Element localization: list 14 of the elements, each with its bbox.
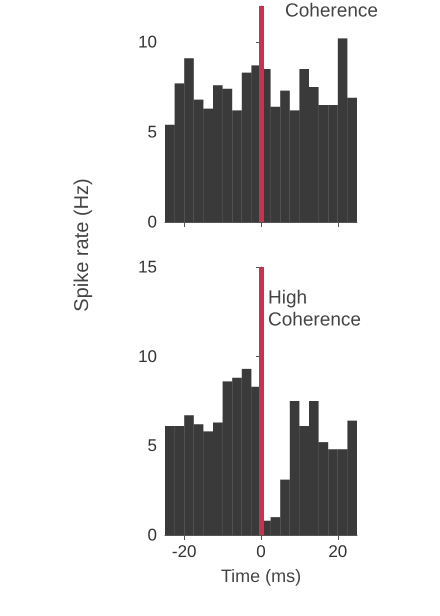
x-tick-label: 20 <box>328 542 348 561</box>
y-tick-label: 10 <box>138 346 157 366</box>
annotation: Coherence <box>285 0 378 22</box>
annotation: High Coherence <box>268 288 361 330</box>
y-tick-label: 0 <box>148 526 157 544</box>
x-tick-label: -20 <box>172 542 196 561</box>
y-axis-title: Spike rate (Hz) <box>71 178 93 312</box>
x-axis-title: Time (ms) <box>220 566 302 586</box>
y-tick-label: 5 <box>148 436 157 456</box>
y-tick-label: 0 <box>148 212 157 232</box>
x-tick-label: 0 <box>256 542 266 561</box>
y-tick-label: 5 <box>148 122 157 142</box>
y-tick-label: 10 <box>138 32 157 52</box>
y-tick-label: 15 <box>138 258 157 276</box>
